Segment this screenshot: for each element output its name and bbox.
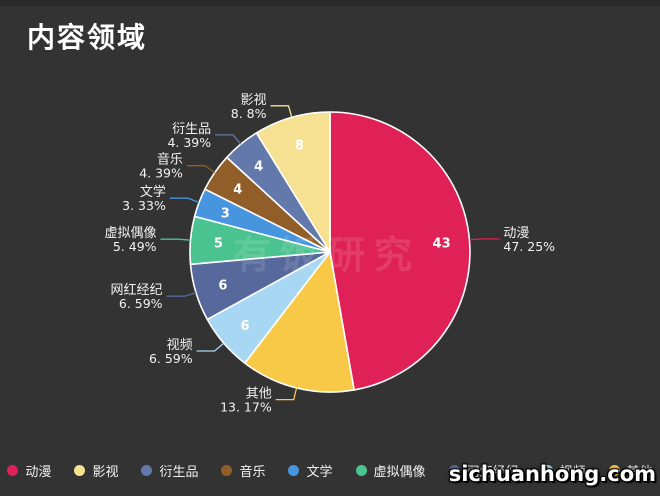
legend-dot xyxy=(7,465,19,476)
slice-percent-label: 6. 59% xyxy=(149,351,193,366)
label-leader-line xyxy=(270,105,293,118)
legend-label: 文学 xyxy=(306,465,333,480)
pie-slice-动漫[interactable] xyxy=(329,111,471,391)
chart-title: 内容领域 xyxy=(27,21,148,54)
slice-percent-label: 5. 49% xyxy=(113,239,157,254)
slice-value-label: 4 xyxy=(254,160,263,175)
legend-item-动漫[interactable]: 动漫 xyxy=(7,461,51,480)
top-border-strip xyxy=(0,0,660,6)
legend-label: 影视 xyxy=(92,465,119,480)
legend-dot xyxy=(288,465,300,476)
legend-item-网红经纪[interactable]: 网红经纪 xyxy=(448,461,519,480)
legend-item-影视[interactable]: 影视 xyxy=(74,461,118,480)
legend: 动漫 影视 衍生品 音乐 文学 虚拟偶像 网红经纪 视频 其他 xyxy=(0,461,660,480)
slice-name-label: 网红经纪 xyxy=(111,282,163,298)
legend-label: 动漫 xyxy=(25,465,52,480)
label-leader-line xyxy=(275,387,298,401)
legend-dot xyxy=(221,465,233,476)
slice-name-label: 衍生品 xyxy=(172,122,211,137)
slice-percent-label: 6. 59% xyxy=(119,296,163,311)
pie-slice-影视[interactable] xyxy=(255,111,331,253)
legend-dot xyxy=(355,465,367,476)
slice-percent-label: 4. 39% xyxy=(167,135,211,150)
slice-percent-label: 3. 33% xyxy=(122,198,166,213)
slice-percent-label: 13. 17% xyxy=(220,400,272,415)
label-leader-line xyxy=(186,165,216,174)
legend-label: 音乐 xyxy=(239,465,266,480)
label-leader-line xyxy=(160,238,191,241)
legend-label: 虚拟偶像 xyxy=(373,465,426,480)
slice-value-label: 6 xyxy=(240,319,249,334)
slice-name-label: 视频 xyxy=(167,338,193,353)
slice-value-label: 5 xyxy=(214,237,223,252)
legend-label: 衍生品 xyxy=(159,465,199,480)
legend-dot xyxy=(541,465,553,476)
legend-item-文学[interactable]: 文学 xyxy=(288,461,333,480)
legend-item-音乐[interactable]: 音乐 xyxy=(221,461,265,480)
label-leader-line xyxy=(215,134,242,145)
slice-name-label: 虚拟偶像 xyxy=(105,226,157,241)
slice-name-label: 文学 xyxy=(140,184,166,200)
slice-value-label: 8 xyxy=(295,138,304,153)
slice-percent-label: 8. 8% xyxy=(231,106,267,121)
legend-dot xyxy=(608,465,620,476)
slice-value-label: 4 xyxy=(233,182,242,197)
legend-dot xyxy=(141,465,153,476)
label-leader-line xyxy=(169,197,200,204)
legend-item-其他[interactable]: 其他 xyxy=(608,461,653,480)
slice-name-label: 动漫 xyxy=(503,226,529,241)
legend-item-视频[interactable]: 视频 xyxy=(541,461,586,480)
slice-percent-label: 47. 25% xyxy=(503,239,555,254)
legend-item-衍生品[interactable]: 衍生品 xyxy=(141,461,198,480)
label-leader-line xyxy=(166,292,197,297)
slice-name-label: 其他 xyxy=(246,387,272,402)
slice-name-label: 影视 xyxy=(240,93,266,108)
slice-percent-label: 4. 39% xyxy=(139,166,183,181)
legend-dot xyxy=(74,465,86,476)
slice-value-label: 3 xyxy=(221,206,230,221)
legend-item-虚拟偶像[interactable]: 虚拟偶像 xyxy=(355,461,426,480)
pie-slice-其他[interactable] xyxy=(244,251,355,393)
legend-label: 其他 xyxy=(626,465,653,480)
legend-label: 网红经纪 xyxy=(466,465,519,480)
slice-value-label: 43 xyxy=(433,236,451,251)
slice-value-label: 6 xyxy=(218,279,227,294)
label-leader-line xyxy=(196,342,225,352)
legend-label: 视频 xyxy=(559,465,586,480)
slice-name-label: 音乐 xyxy=(157,152,183,168)
label-leader-line xyxy=(469,238,500,241)
legend-dot xyxy=(448,465,460,476)
